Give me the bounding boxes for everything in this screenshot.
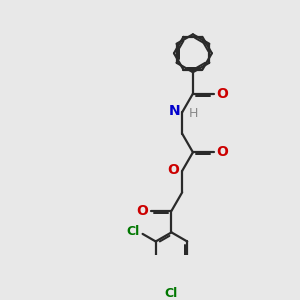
Text: N: N — [169, 104, 180, 118]
Text: H: H — [189, 107, 198, 120]
Text: Cl: Cl — [127, 225, 140, 239]
Text: O: O — [216, 145, 228, 159]
Text: O: O — [216, 87, 228, 101]
Text: O: O — [167, 163, 179, 177]
Text: O: O — [136, 204, 148, 218]
Text: Cl: Cl — [165, 287, 178, 300]
